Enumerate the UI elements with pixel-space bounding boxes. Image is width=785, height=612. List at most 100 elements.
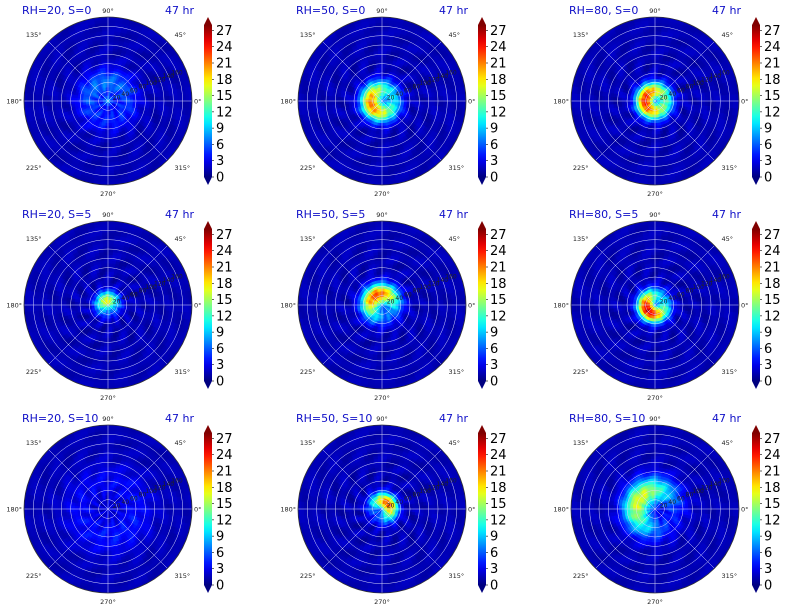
colorbar-tick-label: 3 <box>490 154 498 169</box>
heatmap-cell <box>124 100 128 104</box>
heatmap-cell <box>146 100 151 105</box>
heatmap-cell <box>105 125 109 130</box>
colorbar-tick-label: 27 <box>216 24 233 39</box>
heatmap-field <box>24 17 192 185</box>
heatmap-cell <box>82 98 86 102</box>
panel-time-label: 47 hr <box>439 4 468 17</box>
heatmap-cell <box>107 69 112 74</box>
heatmap-cell <box>381 139 386 144</box>
angle-tick-label: 45° <box>174 31 186 39</box>
heatmap-cell <box>107 139 112 144</box>
radial-tick-label: 160 <box>445 69 457 76</box>
heatmap-cell <box>68 100 73 105</box>
heatmap-cell <box>378 131 383 135</box>
heatmap-cell <box>79 98 84 102</box>
heatmap-cell <box>71 97 75 102</box>
heatmap-cell <box>65 100 70 105</box>
angle-tick-label: 135° <box>26 31 42 39</box>
angle-tick-label: 90° <box>102 7 114 15</box>
heatmap-cell <box>65 97 70 102</box>
heatmap-cell <box>127 100 131 104</box>
panel-time-label: 47 hr <box>165 4 194 17</box>
heatmap-cell <box>417 100 422 105</box>
colorbar-tick-label: 9 <box>216 122 224 137</box>
angle-tick-label: 225° <box>300 164 316 172</box>
heatmap-cell <box>412 100 416 105</box>
colorbar-extend-top <box>204 17 212 25</box>
colorbar-tick-label: 0 <box>490 171 498 186</box>
colorbar-tick-label: 24 <box>216 40 233 55</box>
radial-tick-label: 160 <box>171 69 183 76</box>
colorbar-tick-label: 9 <box>490 122 498 137</box>
colorbar-tick-label: 18 <box>490 73 507 88</box>
heatmap-cell <box>409 100 414 105</box>
heatmap-cell <box>132 100 137 104</box>
heatmap-cell <box>415 100 419 105</box>
angle-tick-label: 90° <box>376 7 388 15</box>
angle-tick-label: 180° <box>6 98 22 106</box>
radial-tick-label: 20 <box>387 94 395 101</box>
angle-tick-label: 0° <box>468 98 475 106</box>
angle-tick-label: 315° <box>448 164 464 172</box>
colorbar-tick-label: 21 <box>490 57 507 72</box>
heatmap-cell <box>130 100 134 104</box>
angle-tick-label: 0° <box>194 98 201 106</box>
angle-tick-label: 315° <box>174 164 190 172</box>
heatmap-cell <box>420 97 425 102</box>
angle-tick-label: 180° <box>280 98 296 106</box>
colorbar-tick-label: 0 <box>216 171 224 186</box>
heatmap-cell <box>353 98 358 102</box>
angle-tick-label: 225° <box>26 164 42 172</box>
heatmap-cell <box>107 58 112 63</box>
angle-tick-label: 270° <box>100 190 116 198</box>
heatmap-cell <box>378 58 383 63</box>
heatmap-cell <box>381 69 386 74</box>
heatmap-cell <box>342 100 347 105</box>
heatmap-cell <box>381 58 386 63</box>
heatmap-cell <box>104 131 109 135</box>
heatmap-cell <box>143 100 148 105</box>
heatmap-cell <box>378 61 383 66</box>
heatmap-cell <box>339 100 344 105</box>
heatmap-cell <box>107 75 111 79</box>
colorbar-extend-bottom <box>478 177 486 185</box>
heatmap-cell <box>339 97 344 102</box>
heatmap-cell <box>143 97 148 102</box>
heatmap-cell <box>378 134 383 138</box>
angle-tick-label: 135° <box>300 31 316 39</box>
heatmap-cell <box>381 64 386 68</box>
colorbar-extend-top <box>478 17 486 25</box>
heatmap-cell <box>379 123 383 127</box>
colorbar-tick-label: 15 <box>490 89 507 104</box>
heatmap-cell <box>104 134 109 138</box>
heatmap-cell <box>345 97 349 102</box>
angle-tick-label: 270° <box>374 190 390 198</box>
heatmap-cell <box>107 136 112 141</box>
heatmap-cell <box>378 128 383 133</box>
colorbar-tick-label: 21 <box>216 57 233 72</box>
heatmap-cell <box>104 139 109 144</box>
heatmap-cell <box>104 61 109 66</box>
colorbar-extend-bottom <box>204 177 212 185</box>
heatmap-cell <box>398 100 402 104</box>
colorbar-tick-label: 3 <box>216 154 224 169</box>
heatmap-cell <box>68 97 73 102</box>
heatmap-cell <box>138 100 142 105</box>
heatmap-cell <box>107 61 112 66</box>
heatmap-cell <box>107 64 112 68</box>
heatmap-cell <box>104 136 109 141</box>
heatmap-cell <box>105 123 109 127</box>
colorbar-gradient <box>478 25 486 177</box>
heatmap-cell <box>104 58 109 63</box>
heatmap-cell <box>378 136 383 141</box>
heatmap-cell <box>350 97 355 102</box>
radial-tick-label: 20 <box>113 94 121 101</box>
heatmap-cell <box>381 75 385 79</box>
radial-tick-label: 60 <box>404 87 412 94</box>
panel-title: RH=20, S=0 <box>22 4 91 17</box>
angle-tick-label: 45° <box>448 31 460 39</box>
heatmap-cell <box>342 97 347 102</box>
